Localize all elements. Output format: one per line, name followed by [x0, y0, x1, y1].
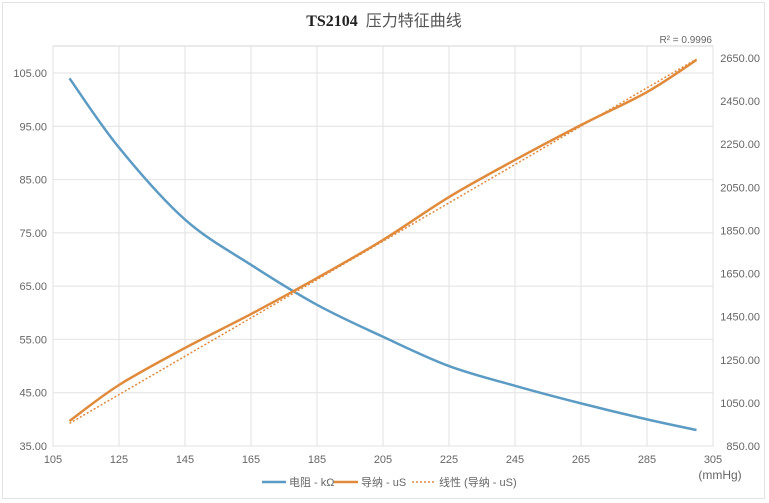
y-right-tick-label: 1450.00: [720, 312, 760, 324]
legend-label: 线性 (导纳 - uS): [439, 475, 517, 489]
y-right-tick-label: 2450.00: [720, 96, 760, 108]
series-line-0: [68, 77, 697, 432]
x-tick-label: 245: [506, 454, 524, 466]
x-tick-label: 205: [374, 454, 392, 466]
x-tick-label: 145: [176, 454, 194, 466]
y-right-tick-label: 1250.00: [720, 355, 760, 367]
chart-title: TS2104 压力特征曲线: [306, 12, 462, 30]
y-left-tick-label: 55.00: [19, 334, 47, 346]
title-rest: 压力特征曲线: [366, 12, 462, 30]
legend-label: 导纳 - uS: [361, 476, 406, 489]
y-right-tick-label: 1850.00: [720, 225, 760, 237]
y-left-tick-label: 65.00: [19, 281, 47, 293]
y-left-tick-label: 45.00: [19, 388, 47, 400]
r-squared-annotation: R² = 0.9996: [659, 35, 712, 46]
y-left-tick-label: 75.00: [19, 228, 47, 240]
y-right-tick-label: 1650.00: [720, 269, 760, 281]
legend-label: 电阻 - kΩ: [289, 476, 335, 489]
x-tick-label: 165: [242, 454, 260, 466]
x-tick-label: 185: [308, 454, 326, 466]
x-tick-label: 265: [572, 454, 590, 466]
y-left-tick-label: 85.00: [19, 175, 47, 187]
title-bold: TS2104: [306, 13, 358, 30]
x-tick-label: 285: [638, 454, 656, 466]
x-tick-label: 305: [704, 454, 722, 466]
series-line-2: [69, 58, 697, 425]
y-right-tick-label: 1050.00: [720, 398, 760, 410]
y-right-tick-label: 850.00: [726, 441, 760, 453]
y-right-tick-label: 2050.00: [720, 182, 760, 194]
x-axis-label: (mmHg): [698, 468, 741, 482]
y-left-tick-label: 95.00: [19, 121, 47, 133]
y-right-tick-label: 2650.00: [720, 53, 760, 65]
y-right-tick-label: 2250.00: [720, 139, 760, 151]
y-left-tick-label: 105.00: [13, 68, 47, 80]
y-left-tick-label: 35.00: [19, 441, 47, 453]
x-tick-label: 105: [44, 454, 62, 466]
x-tick-label: 125: [110, 454, 128, 466]
x-tick-label: 225: [440, 454, 458, 466]
